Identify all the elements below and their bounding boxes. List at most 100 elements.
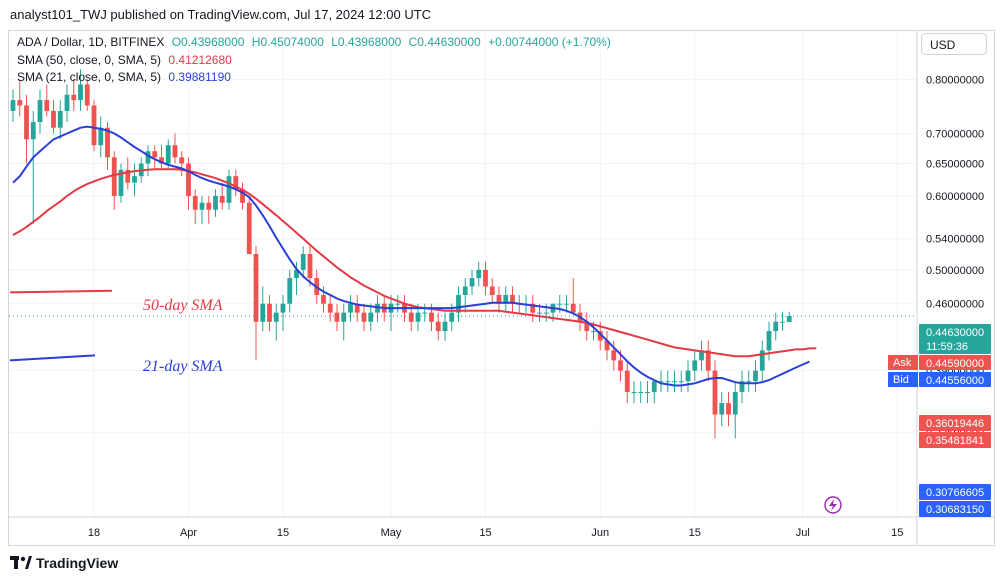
legend-symbol: ADA / Dollar, 1D, BITFINEX bbox=[17, 35, 165, 49]
candle bbox=[57, 100, 63, 140]
candle-body bbox=[739, 381, 745, 392]
candle-body bbox=[510, 294, 515, 304]
candle-body bbox=[537, 312, 542, 314]
candle-body bbox=[132, 176, 137, 183]
price-tags: 0.44630000 11:59:36 Ask 0.44590000 Bid 0.4455… bbox=[824, 324, 991, 517]
candle bbox=[422, 303, 428, 322]
candle-body bbox=[665, 381, 671, 383]
candle-body bbox=[786, 315, 792, 323]
candle-body bbox=[395, 303, 401, 305]
candle-body bbox=[618, 360, 623, 371]
candle-body bbox=[260, 303, 266, 322]
candle-body bbox=[294, 269, 299, 279]
candle-body bbox=[213, 195, 218, 210]
legend-row-symbol: ADA / Dollar, 1D, BITFINEX O0.43968000 H… bbox=[17, 35, 615, 49]
candle-body bbox=[84, 84, 90, 106]
legend-low: L0.43968000 bbox=[331, 35, 402, 49]
candle bbox=[584, 312, 590, 341]
y-tick-label: 0.65000000 bbox=[926, 159, 984, 171]
candle-body bbox=[361, 312, 367, 322]
legend-row-sma21[interactable]: SMA (21, close, 0, SMA, 5) 0.39881190 bbox=[17, 70, 235, 84]
candle-body bbox=[780, 321, 785, 323]
candle-body bbox=[766, 331, 772, 351]
candle-body bbox=[435, 321, 441, 332]
last-price-tag-bg bbox=[919, 324, 991, 354]
candle-body bbox=[118, 169, 124, 196]
candle-body bbox=[658, 381, 664, 383]
candle bbox=[219, 182, 225, 210]
ask-price-tag-text: 0.44590000 bbox=[926, 358, 984, 370]
candle bbox=[51, 100, 56, 134]
y-tick-label: 0.54000000 bbox=[926, 234, 984, 246]
publisher-text: analyst101_TWJ published on TradingView.… bbox=[10, 7, 432, 22]
bid-price-tag: 0.44556000 bbox=[919, 372, 991, 387]
candle-body bbox=[408, 312, 414, 322]
candle bbox=[658, 370, 664, 392]
candle-body bbox=[712, 370, 718, 415]
candle-body bbox=[483, 269, 488, 287]
candle-body bbox=[753, 370, 758, 382]
candle-body bbox=[699, 350, 704, 361]
candle bbox=[64, 84, 70, 123]
candle bbox=[186, 157, 191, 210]
candle bbox=[152, 145, 158, 170]
ask-price-tag-bg bbox=[919, 355, 991, 370]
candle-body bbox=[503, 294, 509, 304]
candle-body bbox=[24, 105, 29, 140]
candle-body bbox=[287, 278, 293, 304]
annotation-sma50: 50-day SMA bbox=[143, 297, 223, 314]
candle-body bbox=[489, 286, 495, 295]
candle-body bbox=[415, 312, 421, 322]
chart-frame[interactable] bbox=[8, 30, 995, 546]
candle bbox=[24, 94, 29, 164]
candle-body bbox=[348, 303, 353, 313]
candle-body bbox=[564, 303, 569, 305]
candle bbox=[300, 246, 306, 279]
candle-body bbox=[631, 391, 637, 393]
sma21-value-tag: 0.30766605 bbox=[919, 484, 991, 500]
time-axis: 18 Apr 15 May 15 Jun 15 Jul 15 bbox=[88, 527, 904, 539]
candle-body bbox=[17, 100, 23, 106]
candle-body bbox=[219, 195, 225, 203]
y-tick-label: 0.70000000 bbox=[926, 128, 984, 140]
candle bbox=[78, 69, 83, 111]
footer[interactable]: TradingView bbox=[10, 554, 118, 574]
blue-price-tag: 0.30683150 bbox=[919, 501, 991, 517]
candle bbox=[395, 294, 401, 313]
candle bbox=[469, 269, 475, 295]
currency-button[interactable]: USD bbox=[921, 33, 987, 55]
candle-body bbox=[678, 381, 684, 383]
candle-body bbox=[192, 195, 198, 210]
candle-body bbox=[638, 391, 644, 393]
sma21-line bbox=[12, 125, 810, 387]
legend-sma21-label: SMA (21, close, 0, SMA, 5) bbox=[17, 70, 162, 84]
candle bbox=[145, 145, 151, 177]
candle bbox=[307, 246, 313, 287]
chart-grid bbox=[9, 31, 995, 546]
candle bbox=[348, 294, 353, 322]
moving-averages bbox=[9, 125, 917, 387]
candle-body bbox=[206, 202, 212, 210]
last-price-tag: 0.44630000 bbox=[919, 324, 991, 354]
candle-body bbox=[78, 84, 83, 101]
candle bbox=[564, 294, 569, 313]
legend-row-sma50[interactable]: SMA (50, close, 0, SMA, 5) 0.41212680 bbox=[17, 53, 236, 67]
candle bbox=[678, 370, 684, 392]
sma50-value-tag-text: 0.36019446 bbox=[926, 418, 984, 430]
candlesticks bbox=[10, 69, 792, 439]
candle bbox=[651, 381, 657, 404]
candle-body bbox=[125, 169, 131, 183]
y-tick-label: 0.50000000 bbox=[926, 265, 984, 277]
candle-body bbox=[105, 127, 110, 158]
candle bbox=[665, 370, 671, 392]
y-tick-label: 0.60000000 bbox=[926, 191, 984, 203]
candle-body bbox=[321, 294, 326, 304]
candle-body bbox=[253, 253, 259, 322]
candle-body bbox=[334, 312, 340, 322]
sma50-annotation-line bbox=[9, 289, 113, 294]
candle bbox=[739, 370, 745, 404]
red-price-tag-bg bbox=[919, 432, 991, 448]
tradingview-logo-icon bbox=[10, 556, 32, 570]
candle-body bbox=[651, 381, 657, 392]
